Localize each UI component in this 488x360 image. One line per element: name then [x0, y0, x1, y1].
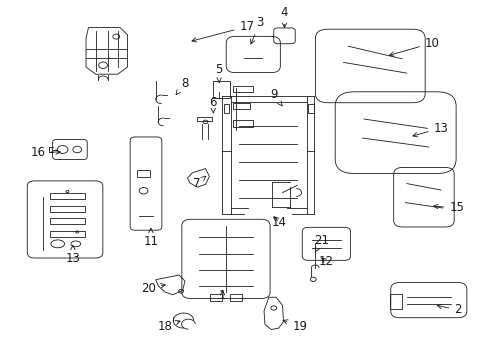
Bar [210, 294, 222, 301]
Text: 13: 13 [65, 246, 80, 265]
Text: 17: 17 [192, 20, 254, 42]
Text: 9: 9 [269, 88, 282, 106]
Text: 4: 4 [280, 6, 287, 27]
Bar [233, 120, 252, 127]
Bar [50, 219, 84, 224]
Bar [196, 117, 212, 121]
Text: 3: 3 [250, 17, 263, 44]
Text: 16: 16 [30, 145, 60, 158]
Bar [233, 103, 249, 109]
Bar [50, 231, 84, 237]
Text: 20: 20 [141, 282, 165, 295]
Text: 12: 12 [318, 255, 333, 268]
Text: 13: 13 [412, 122, 447, 137]
Bar [233, 86, 252, 93]
Bar [212, 81, 229, 98]
Text: 14: 14 [271, 216, 286, 229]
Bar [389, 294, 401, 310]
Bar [137, 170, 149, 177]
Bar [307, 104, 313, 113]
Text: 2: 2 [436, 303, 461, 316]
Text: 5: 5 [215, 63, 223, 82]
Text: 18: 18 [157, 320, 180, 333]
Text: 11: 11 [143, 228, 158, 248]
Bar [223, 104, 229, 113]
Text: 21: 21 [313, 234, 328, 252]
Text: 6: 6 [209, 96, 217, 113]
Text: 8: 8 [176, 77, 188, 95]
Bar [229, 294, 242, 301]
Text: 10: 10 [388, 36, 439, 56]
Text: 19: 19 [283, 320, 306, 333]
Bar [50, 206, 84, 212]
Text: 7: 7 [193, 176, 205, 190]
Text: 15: 15 [432, 202, 463, 215]
Text: 1: 1 [218, 289, 226, 302]
Bar [50, 193, 84, 199]
